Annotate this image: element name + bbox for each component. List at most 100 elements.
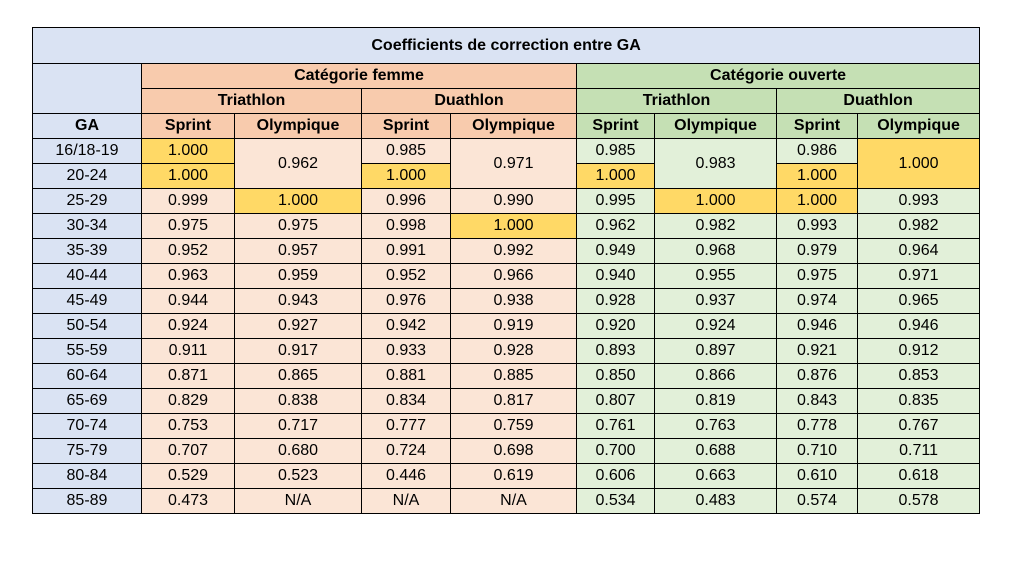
value-cell: 0.955 <box>654 263 777 289</box>
value-cell: 0.928 <box>576 288 655 314</box>
value-cell: 0.853 <box>856 363 981 389</box>
value-cell: 1.000 <box>141 163 235 189</box>
correction-coefficients-table: Coefficients de correction entre GA Caté… <box>31 27 981 514</box>
age-group-cell: 80-84 <box>32 463 142 489</box>
value-cell: 0.911 <box>141 338 235 364</box>
value-cell: 0.763 <box>654 413 777 439</box>
header-femme-dua-sprint: Sprint <box>361 113 451 139</box>
header-ouverte-duathlon: Duathlon <box>775 88 981 114</box>
header-femme-triathlon: Triathlon <box>141 88 362 114</box>
value-cell: 0.971 <box>856 263 981 289</box>
value-cell: 0.962 <box>234 138 362 189</box>
value-cell: 0.963 <box>141 263 235 289</box>
age-group-cell: 75-79 <box>32 438 142 464</box>
value-cell: 0.995 <box>576 188 655 214</box>
table-row: 20-24 1.000 1.000 1.000 1.000 <box>32 163 980 189</box>
value-cell: 0.866 <box>654 363 777 389</box>
table-row: 45-49 0.944 0.943 0.976 0.938 0.928 0.93… <box>32 288 981 314</box>
value-cell: 0.946 <box>776 313 858 339</box>
value-cell: 0.711 <box>856 438 981 464</box>
value-cell: 0.920 <box>576 313 655 339</box>
value-cell: 0.962 <box>576 213 655 239</box>
table-row: 85-89 0.473 N/A N/A N/A 0.534 0.483 0.57… <box>32 488 981 514</box>
value-cell: 1.000 <box>654 188 777 214</box>
value-cell: 0.992 <box>450 238 577 264</box>
table-row: 40-44 0.963 0.959 0.952 0.966 0.940 0.95… <box>32 263 981 289</box>
value-cell: 0.964 <box>856 238 981 264</box>
value-cell: 0.942 <box>361 313 451 339</box>
value-cell: 0.993 <box>776 213 858 239</box>
value-cell: 0.761 <box>576 413 655 439</box>
header-ouverte-triathlon: Triathlon <box>576 88 777 114</box>
value-cell: 0.710 <box>776 438 858 464</box>
value-cell: 0.993 <box>856 188 981 214</box>
value-cell: 0.897 <box>654 338 777 364</box>
value-cell: 0.982 <box>654 213 777 239</box>
value-cell: 1.000 <box>576 163 655 189</box>
value-cell: 0.975 <box>234 213 362 239</box>
table-row: 25-29 0.999 1.000 0.996 0.990 0.995 1.00… <box>32 188 981 214</box>
value-cell: 0.975 <box>141 213 235 239</box>
value-cell: N/A <box>361 488 451 514</box>
value-cell: 0.946 <box>856 313 981 339</box>
table-row: 30-34 0.975 0.975 0.998 1.000 0.962 0.98… <box>32 213 981 239</box>
age-group-cell: 60-64 <box>32 363 142 389</box>
value-cell: 0.578 <box>856 488 981 514</box>
age-group-cell: 45-49 <box>32 288 142 314</box>
value-cell: 0.917 <box>234 338 362 364</box>
value-cell: 0.949 <box>576 238 655 264</box>
value-cell: 1.000 <box>776 163 858 189</box>
value-cell: 0.928 <box>450 338 577 364</box>
table-row: 50-54 0.924 0.927 0.942 0.919 0.920 0.92… <box>32 313 981 339</box>
value-cell: 0.983 <box>654 138 777 189</box>
value-cell: 0.990 <box>450 188 577 214</box>
value-cell: 0.618 <box>856 463 981 489</box>
value-cell: 0.975 <box>776 263 858 289</box>
value-cell: 0.921 <box>776 338 858 364</box>
age-group-cell: 20-24 <box>32 163 142 189</box>
value-cell: 0.979 <box>776 238 858 264</box>
value-cell: 0.933 <box>361 338 451 364</box>
table-title: Coefficients de correction entre GA <box>31 27 981 64</box>
value-cell: N/A <box>234 488 362 514</box>
value-cell: 0.944 <box>141 288 235 314</box>
value-cell: 0.724 <box>361 438 451 464</box>
value-cell: 0.943 <box>234 288 362 314</box>
value-cell: 0.574 <box>776 488 858 514</box>
value-cell: N/A <box>450 488 577 514</box>
value-cell: 0.819 <box>654 388 777 414</box>
value-cell: 0.680 <box>234 438 362 464</box>
value-cell: 0.965 <box>856 288 981 314</box>
value-cell: 0.534 <box>576 488 655 514</box>
header-femme-duathlon: Duathlon <box>361 88 577 114</box>
table-row: 65-69 0.829 0.838 0.834 0.817 0.807 0.81… <box>32 388 981 414</box>
value-cell: 0.999 <box>141 188 235 214</box>
value-cell: 0.871 <box>141 363 235 389</box>
value-cell: 0.974 <box>776 288 858 314</box>
header-category-ouverte: Catégorie ouverte <box>575 63 981 89</box>
value-cell: 0.807 <box>576 388 655 414</box>
value-cell: 0.817 <box>450 388 577 414</box>
header-femme-tri-sprint: Sprint <box>141 113 235 139</box>
value-cell: 0.952 <box>141 238 235 264</box>
value-cell: 0.924 <box>141 313 235 339</box>
value-cell: 0.876 <box>776 363 858 389</box>
age-group-cell: 85-89 <box>32 488 142 514</box>
value-cell: 0.985 <box>361 138 451 164</box>
header-femme-dua-olympique: Olympique <box>450 113 577 139</box>
age-group-cell: 55-59 <box>32 338 142 364</box>
value-cell: 0.924 <box>654 313 777 339</box>
value-cell: 0.998 <box>361 213 451 239</box>
value-cell: 0.446 <box>361 463 451 489</box>
value-cell: 0.893 <box>576 338 655 364</box>
value-cell: 0.959 <box>234 263 362 289</box>
table-row: 16/18-19 1.000 0.962 0.985 0.971 0.985 0… <box>32 138 981 189</box>
value-cell: 1.000 <box>450 213 577 239</box>
value-cell: 1.000 <box>856 138 981 189</box>
value-cell: 0.777 <box>361 413 451 439</box>
value-cell: 0.952 <box>361 263 451 289</box>
value-cell: 0.850 <box>576 363 655 389</box>
table-row: 75-79 0.707 0.680 0.724 0.698 0.700 0.68… <box>32 438 981 464</box>
header-category-femme: Catégorie femme <box>141 63 577 89</box>
value-cell: 0.619 <box>450 463 577 489</box>
